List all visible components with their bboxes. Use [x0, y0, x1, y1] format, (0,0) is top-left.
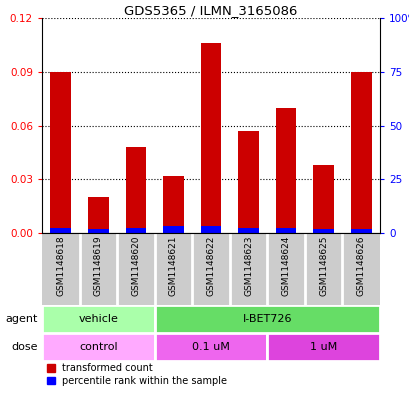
Bar: [200, 226, 221, 233]
Text: GSM1148620: GSM1148620: [131, 235, 140, 296]
Text: vehicle: vehicle: [78, 314, 118, 324]
Bar: [88, 197, 108, 233]
Bar: [88, 230, 108, 233]
Bar: [163, 176, 183, 233]
Text: GSM1148626: GSM1148626: [356, 235, 365, 296]
Bar: [275, 108, 296, 233]
Bar: [267, 333, 379, 361]
Bar: [350, 230, 371, 233]
Bar: [50, 228, 71, 233]
Bar: [238, 228, 258, 233]
Bar: [312, 230, 333, 233]
Bar: [42, 305, 154, 333]
Bar: [312, 165, 333, 233]
Text: I-BET726: I-BET726: [242, 314, 291, 324]
Bar: [125, 228, 146, 233]
Bar: [154, 305, 379, 333]
Text: 1 uM: 1 uM: [309, 342, 337, 352]
Text: GSM1148623: GSM1148623: [243, 235, 252, 296]
Text: GSM1148625: GSM1148625: [318, 235, 327, 296]
Text: dose: dose: [11, 342, 38, 352]
Text: agent: agent: [6, 314, 38, 324]
Text: 0.1 uM: 0.1 uM: [191, 342, 229, 352]
Text: GSM1148622: GSM1148622: [206, 235, 215, 296]
Bar: [275, 228, 296, 233]
Text: GSM1148619: GSM1148619: [94, 235, 103, 296]
Text: GSM1148624: GSM1148624: [281, 235, 290, 296]
Bar: [42, 333, 154, 361]
Bar: [163, 226, 183, 233]
Bar: [350, 72, 371, 233]
Bar: [125, 147, 146, 233]
Title: GDS5365 / ILMN_3165086: GDS5365 / ILMN_3165086: [124, 4, 297, 17]
Text: GSM1148618: GSM1148618: [56, 235, 65, 296]
Text: GSM1148621: GSM1148621: [169, 235, 178, 296]
Bar: [238, 131, 258, 233]
Bar: [50, 72, 71, 233]
Legend: transformed count, percentile rank within the sample: transformed count, percentile rank withi…: [47, 363, 227, 386]
Bar: [154, 333, 267, 361]
Bar: [200, 43, 221, 233]
Text: control: control: [79, 342, 117, 352]
